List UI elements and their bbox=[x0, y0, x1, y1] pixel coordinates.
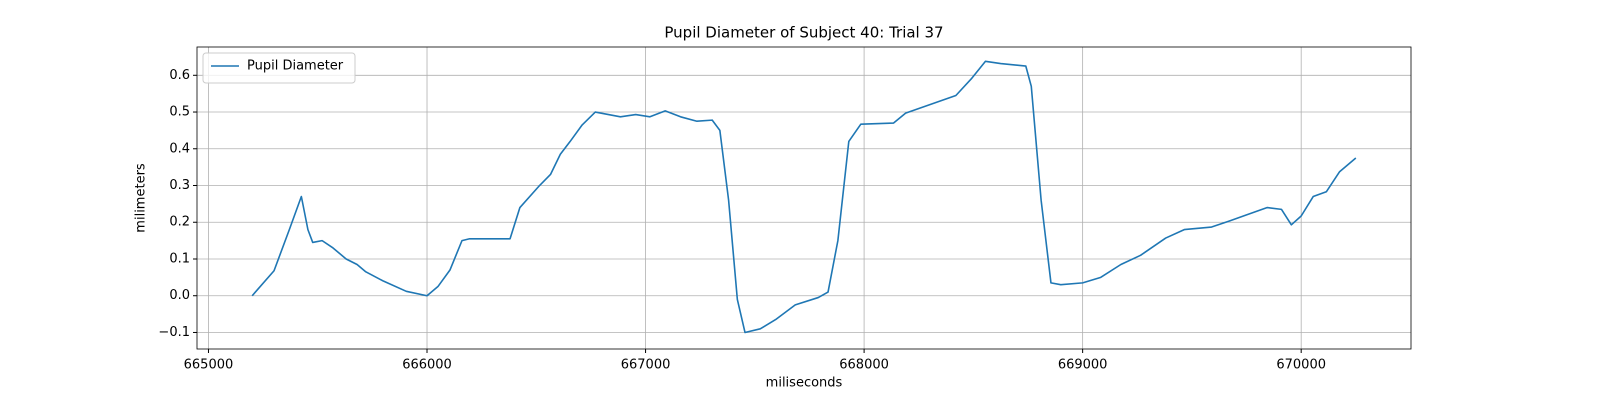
legend: Pupil Diameter bbox=[202, 52, 356, 84]
x-tick-label: 666000 bbox=[402, 358, 452, 373]
chart-title: Pupil Diameter of Subject 40: Trial 37 bbox=[664, 24, 943, 42]
y-tick-label: 0.0 bbox=[169, 288, 190, 303]
y-tick-label: 0.5 bbox=[169, 105, 190, 120]
data-line bbox=[251, 60, 1357, 334]
y-tick-label: 0.6 bbox=[169, 68, 190, 83]
x-tick-label: 668000 bbox=[839, 358, 889, 373]
x-axis-label: miliseconds bbox=[766, 376, 843, 391]
y-tick-label: 0.4 bbox=[169, 141, 190, 156]
x-tick-label: 670000 bbox=[1276, 358, 1326, 373]
x-tick-label: 667000 bbox=[621, 358, 671, 373]
legend-label: Pupil Diameter bbox=[247, 59, 344, 74]
y-tick-label: 0.3 bbox=[169, 178, 190, 193]
y-tick-label: −0.1 bbox=[158, 325, 190, 340]
y-tick-label: 0.1 bbox=[169, 251, 190, 266]
x-tick-label: 665000 bbox=[184, 358, 234, 373]
x-tick-label: 669000 bbox=[1058, 358, 1108, 373]
plot-frame bbox=[196, 46, 1412, 350]
y-axis-label: milimeters bbox=[134, 163, 149, 233]
y-tick-label: 0.2 bbox=[169, 215, 190, 230]
legend-box bbox=[202, 52, 356, 84]
